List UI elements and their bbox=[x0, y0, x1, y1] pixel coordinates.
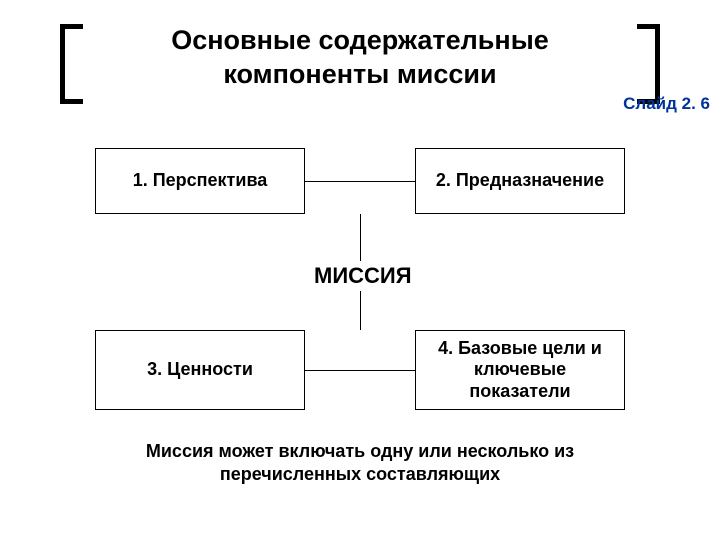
box-bottom-right: 4. Базовые цели и ключевые показатели bbox=[415, 330, 625, 410]
connector-v-top bbox=[360, 214, 361, 264]
center-label: МИССИЯ bbox=[306, 261, 420, 291]
box-top-right: 2. Предназначение bbox=[415, 148, 625, 214]
box-bottom-left: 3. Ценности bbox=[95, 330, 305, 410]
connector-h-bottom-right bbox=[360, 370, 415, 371]
slide-number: Слайд 2. 6 bbox=[623, 94, 710, 114]
caption-line2: перечисленных составляющих bbox=[220, 464, 500, 484]
box-top-left-label: 1. Перспектива bbox=[133, 170, 268, 192]
box-top-right-label: 2. Предназначение bbox=[436, 170, 604, 192]
box-bottom-right-label: 4. Базовые цели и ключевые показатели bbox=[426, 338, 614, 403]
connector-v-bottom bbox=[360, 290, 361, 330]
bracket-right-icon bbox=[636, 24, 660, 104]
title-line2: компоненты миссии bbox=[223, 59, 496, 89]
title-wrap: Основные содержательные компоненты мисси… bbox=[60, 24, 660, 104]
caption: Миссия может включать одну или несколько… bbox=[110, 440, 610, 487]
slide-title: Основные содержательные компоненты мисси… bbox=[60, 24, 660, 92]
slide: Основные содержательные компоненты мисси… bbox=[0, 0, 720, 540]
connector-h-bottom-left bbox=[305, 370, 360, 371]
caption-line1: Миссия может включать одну или несколько… bbox=[146, 441, 574, 461]
connector-h-top-right bbox=[360, 181, 415, 182]
box-bottom-left-label: 3. Ценности bbox=[147, 359, 253, 381]
title-line1: Основные содержательные bbox=[171, 25, 549, 55]
bracket-left-icon bbox=[60, 24, 84, 104]
connector-h-top-left bbox=[305, 181, 360, 182]
box-top-left: 1. Перспектива bbox=[95, 148, 305, 214]
